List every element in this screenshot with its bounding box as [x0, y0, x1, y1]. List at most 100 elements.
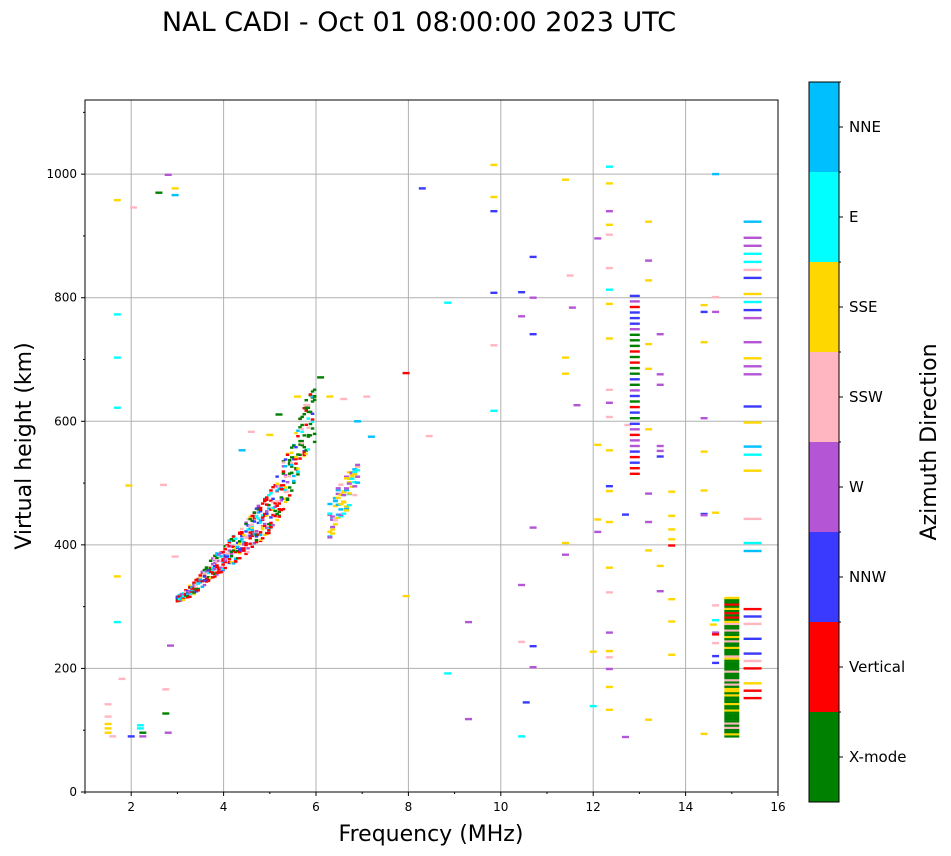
data-point	[490, 344, 498, 347]
data-point	[125, 484, 133, 487]
data-point	[292, 456, 296, 459]
data-point	[188, 584, 192, 587]
data-point	[645, 259, 653, 262]
data-point	[304, 449, 308, 452]
plot-background	[85, 100, 778, 792]
data-point	[338, 502, 344, 506]
data-point	[184, 593, 188, 596]
data-point	[629, 339, 640, 342]
data-point	[724, 611, 740, 615]
data-point	[290, 465, 294, 468]
data-point	[724, 670, 740, 673]
data-point	[281, 507, 286, 511]
data-point	[712, 619, 720, 622]
y-tick-label: 400	[54, 538, 77, 552]
data-point	[283, 490, 288, 494]
data-point	[221, 558, 225, 561]
data-point	[192, 581, 196, 584]
data-point	[204, 567, 209, 571]
data-point	[338, 515, 344, 518]
data-point	[188, 586, 192, 589]
data-point	[283, 486, 288, 489]
data-point	[594, 237, 602, 240]
data-point	[265, 514, 269, 517]
data-point	[724, 700, 740, 703]
data-point	[215, 552, 219, 555]
data-point	[225, 545, 229, 548]
data-point	[589, 704, 597, 708]
data-point	[246, 524, 250, 527]
data-point	[258, 508, 263, 511]
data-point	[724, 644, 740, 647]
data-point	[668, 620, 676, 623]
data-point	[281, 470, 286, 473]
data-point	[605, 520, 613, 524]
data-point	[629, 428, 640, 431]
data-point	[265, 512, 269, 515]
data-point	[743, 622, 762, 626]
data-point	[743, 607, 762, 611]
data-point	[312, 440, 317, 444]
data-point	[250, 526, 254, 530]
data-point	[656, 455, 664, 458]
data-point	[724, 659, 740, 662]
data-point	[724, 618, 740, 621]
data-point	[238, 532, 242, 535]
data-point	[215, 564, 219, 567]
data-point	[355, 469, 361, 472]
data-point	[260, 517, 265, 521]
data-point	[444, 672, 452, 675]
data-point	[743, 615, 762, 618]
data-point	[250, 545, 254, 548]
data-point	[260, 516, 265, 519]
data-point	[294, 431, 298, 435]
data-point	[244, 552, 248, 556]
data-point	[231, 535, 236, 538]
data-point	[279, 496, 284, 499]
data-point	[221, 567, 225, 571]
data-point	[113, 620, 121, 624]
data-point	[238, 550, 242, 554]
data-point	[335, 489, 341, 492]
data-point	[300, 443, 304, 447]
data-point	[346, 504, 352, 507]
data-point	[217, 559, 221, 563]
data-point	[215, 556, 219, 560]
data-point	[743, 549, 762, 553]
x-tick-label: 10	[493, 800, 508, 814]
data-point	[104, 703, 112, 706]
data-point	[300, 423, 304, 427]
data-point	[287, 459, 292, 462]
data-point	[629, 417, 640, 420]
data-point	[668, 653, 676, 656]
data-point	[192, 592, 196, 596]
data-point	[724, 601, 740, 604]
data-point	[240, 549, 244, 552]
data-point	[629, 400, 640, 403]
data-point	[283, 474, 288, 477]
data-point	[344, 487, 349, 490]
x-tick-label: 8	[405, 800, 413, 814]
data-point	[629, 372, 640, 375]
data-point	[341, 512, 347, 515]
data-point	[573, 404, 581, 407]
data-point	[196, 577, 200, 581]
data-point	[292, 481, 296, 484]
data-point	[490, 163, 498, 167]
data-point	[265, 503, 269, 506]
data-point	[605, 223, 613, 226]
data-point	[118, 677, 126, 681]
colorbar-label: SSW	[849, 388, 883, 406]
data-point	[594, 530, 602, 534]
data-point	[605, 649, 613, 653]
data-point	[562, 372, 569, 375]
data-point	[743, 541, 762, 545]
data-point	[712, 633, 720, 636]
data-point	[238, 449, 246, 452]
data-point	[629, 472, 640, 475]
data-point	[330, 515, 336, 518]
data-point	[256, 506, 261, 510]
data-point	[269, 489, 273, 492]
data-point	[104, 715, 112, 718]
data-point	[198, 574, 202, 577]
